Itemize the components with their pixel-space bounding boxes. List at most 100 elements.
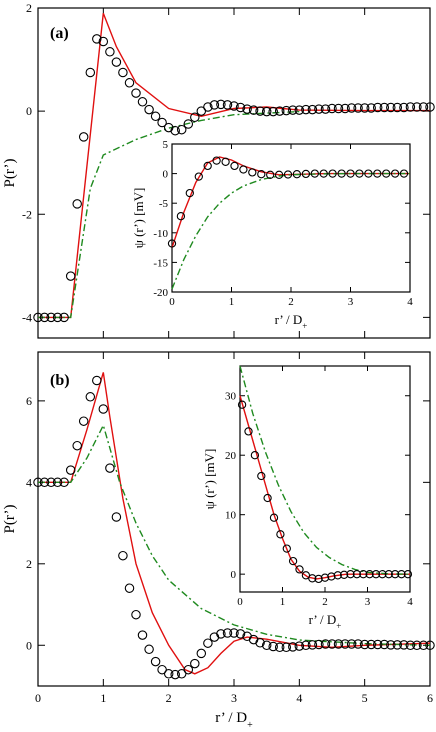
data-point <box>39 477 50 488</box>
data-point <box>244 427 253 436</box>
data-point <box>52 312 63 323</box>
panel-b-inset-xlabel: r’ / D+ <box>309 612 342 631</box>
data-point <box>346 570 355 579</box>
data-point <box>118 550 128 561</box>
data-point <box>229 628 239 638</box>
x-tick-label: 5 <box>362 691 368 705</box>
data-point <box>425 102 435 112</box>
data-point <box>131 88 141 98</box>
data-point <box>124 583 135 593</box>
data-point <box>78 132 89 142</box>
data-point <box>301 169 311 179</box>
data-point <box>372 639 383 650</box>
data-point <box>274 170 284 179</box>
data-point <box>333 639 344 649</box>
y-tick-label: -5 <box>159 198 169 210</box>
data-point <box>378 570 387 579</box>
data-point <box>366 103 376 113</box>
data-point <box>281 105 292 116</box>
y-tick-label: 2 <box>26 1 32 15</box>
data-point <box>170 669 180 680</box>
data-point <box>242 104 252 114</box>
data-point <box>359 570 368 579</box>
data-point <box>248 105 259 115</box>
data-point <box>295 565 304 574</box>
data-point <box>176 124 187 135</box>
y-tick-label: -15 <box>153 257 168 269</box>
data-point <box>85 67 96 78</box>
data-point <box>397 570 406 579</box>
data-point <box>346 639 357 649</box>
y-tick-label: -2 <box>22 207 32 221</box>
x-tick-label: 6 <box>427 691 433 705</box>
data-point <box>209 632 220 642</box>
data-point <box>46 477 56 488</box>
data-point <box>314 104 324 114</box>
data-point <box>379 102 390 113</box>
data-point <box>163 669 174 679</box>
data-point <box>365 570 374 579</box>
data-point <box>33 477 43 488</box>
data-point <box>194 172 203 181</box>
x-tick-label: 3 <box>348 296 354 308</box>
data-point <box>111 57 122 67</box>
data-point <box>399 640 409 650</box>
data-point <box>390 169 400 178</box>
y-tick-label: -10 <box>153 228 168 240</box>
data-point <box>346 103 357 113</box>
panel-b-series <box>33 372 435 680</box>
data-point <box>301 104 311 115</box>
data-point <box>190 658 200 669</box>
data-point <box>167 239 177 248</box>
data-point <box>46 312 56 323</box>
data-point <box>216 99 226 110</box>
data-point <box>372 102 383 113</box>
y-tick-label: 0 <box>26 638 32 652</box>
data-point <box>386 640 396 650</box>
data-point <box>176 212 186 221</box>
data-point <box>301 640 311 651</box>
panel-a-inset-background <box>172 144 410 292</box>
data-point <box>403 570 413 579</box>
y-tick-label: 30 <box>225 391 237 403</box>
panel-b-inset-series <box>237 365 413 584</box>
x-tick-label: 1 <box>280 596 286 608</box>
data-point <box>386 102 396 113</box>
panel-a-inset-ticks: 0 1 2 3 4 -20 -15 -10 -5 0 5 <box>153 139 413 308</box>
data-point <box>92 375 102 386</box>
data-point <box>185 188 194 198</box>
x-tick-label: 4 <box>296 691 302 705</box>
data-point <box>111 512 122 522</box>
data-point <box>340 103 350 114</box>
data-point <box>131 609 141 620</box>
series-line-1 <box>38 423 431 646</box>
y-tick-label: 0 <box>26 104 32 118</box>
y-tick-label: -20 <box>153 287 168 299</box>
data-point <box>399 102 409 113</box>
data-point <box>283 170 293 179</box>
panel-b-ticks: 0 1 2 3 4 5 6 0 2 4 6 <box>26 352 433 705</box>
data-point <box>425 640 435 651</box>
data-point <box>366 639 376 650</box>
y-tick-label: 6 <box>26 394 32 408</box>
panel-b-inset-background <box>240 366 410 592</box>
panel-b-inset-ylabel: ψ (r’) [mV] <box>202 449 217 510</box>
data-point <box>183 119 194 129</box>
data-point <box>412 640 422 651</box>
data-point <box>85 392 96 402</box>
data-point <box>359 103 370 113</box>
panel-a-label: (a) <box>50 25 69 42</box>
data-point <box>33 312 43 323</box>
data-point <box>307 104 318 115</box>
data-point <box>78 416 89 426</box>
data-point <box>274 106 285 116</box>
data-point <box>150 656 161 667</box>
panel-a-inset-ylabel: ψ (r’) [mV] <box>131 188 146 249</box>
data-point <box>281 642 292 653</box>
data-point <box>320 639 331 649</box>
x-tick-label: 0 <box>169 296 175 308</box>
data-point <box>250 451 260 460</box>
data-point <box>52 477 63 488</box>
data-point <box>248 168 257 177</box>
y-tick-label: 5 <box>163 139 169 151</box>
